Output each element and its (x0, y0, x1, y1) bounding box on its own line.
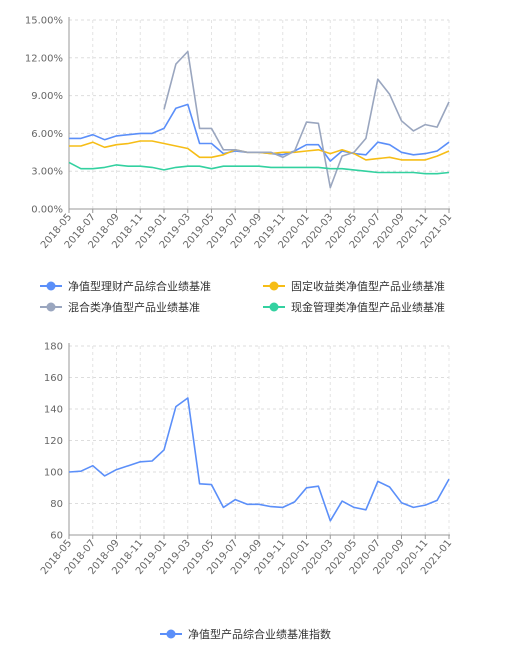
chart2-y-tick-label: 60 (50, 531, 63, 542)
chart1-y-tick-label: 3.00% (31, 167, 63, 178)
chart1-legend-label: 净值型理财产品综合业绩基准 (68, 279, 211, 293)
chart1-y-tick-label: 9.00% (31, 91, 63, 102)
chart2-y-tick-label: 100 (44, 468, 63, 479)
chart2-legend-label: 净值型产品综合业绩基准指数 (188, 627, 331, 641)
chart1-legend-label: 混合类净值型产品业绩基准 (68, 300, 200, 314)
chart1-series-line-3 (163, 50, 450, 189)
chart1-legend-label: 固定收益类净值型产品业绩基准 (291, 279, 445, 293)
chart2-series-line-1 (68, 397, 450, 522)
chart1-legend-marker (46, 302, 56, 312)
chart2-y-tick-label: 140 (44, 405, 63, 416)
chart2-y-tick-label: 80 (50, 499, 63, 510)
chart1-legend-label: 现金管理类净值型产品业绩基准 (291, 300, 445, 314)
chart1-y-tick-label: 12.00% (25, 53, 63, 64)
chart1-legend-marker (46, 281, 56, 291)
chart2-y-tick-label: 180 (44, 342, 63, 353)
chart1-y-tick-label: 6.00% (31, 129, 63, 140)
chart1-legend-marker (269, 302, 279, 312)
chart1-y-tick-label: 0.00% (31, 205, 63, 216)
chart1-y-tick-label: 15.00% (25, 16, 63, 27)
chart1-series-line-4 (68, 161, 450, 175)
chart2-y-tick-label: 160 (44, 373, 63, 384)
chart2-y-tick-label: 120 (44, 436, 63, 447)
chart2-legend-marker (166, 629, 176, 639)
chart1-legend-marker (269, 281, 279, 291)
chart1-series-line-2 (69, 140, 450, 161)
